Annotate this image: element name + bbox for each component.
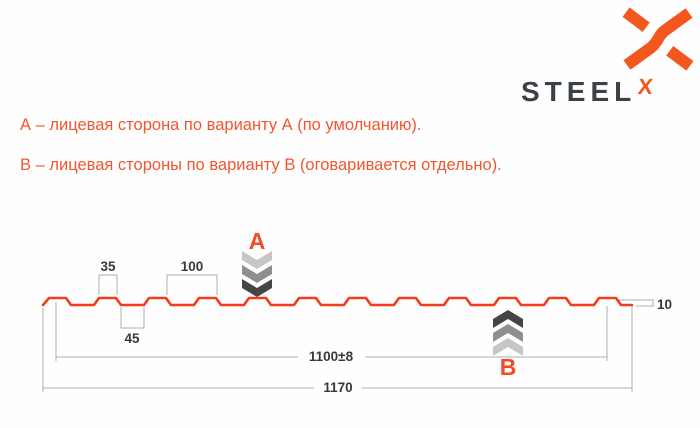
side-b-marker: B — [493, 310, 523, 380]
chevron-up-icon — [493, 310, 523, 328]
dim-working-width-label: 1100±8 — [309, 349, 354, 364]
dim-rib-pitch-label: 100 — [181, 259, 204, 274]
chevron-up-icon — [493, 338, 523, 356]
logo-wordmark: STEELX — [521, 74, 655, 108]
dim-crest-width: 35 — [98, 259, 118, 295]
logo-sup-x: X — [636, 74, 655, 99]
side-a-label: A — [249, 228, 266, 254]
dim-profile-height-label: 10 — [657, 297, 672, 312]
dim-overall-width-label: 1170 — [323, 380, 352, 395]
chevron-down-icon — [242, 265, 272, 283]
chevron-up-icon — [493, 324, 523, 342]
dim-crest-width-label: 35 — [100, 259, 116, 274]
dim-working-width: 1100±8 — [56, 349, 607, 364]
extension-lines — [42, 302, 633, 392]
dim-valley-width-label: 45 — [124, 331, 140, 346]
dim-valley-width: 45 — [120, 307, 145, 346]
note-variant-b: В – лицевая стороны по варианту В (огова… — [20, 156, 502, 174]
profile-line — [41, 296, 634, 307]
chevron-down-icon — [242, 251, 272, 269]
dim-profile-height: 10 — [617, 297, 672, 312]
dim-rib-pitch: 100 — [166, 259, 218, 295]
chevron-down-icon — [242, 279, 272, 297]
dim-overall-width: 1170 — [43, 380, 632, 395]
logo-brand-text: STEEL — [521, 76, 637, 107]
note-variant-a: А – лицевая сторона по варианту А (по ум… — [20, 116, 422, 134]
side-a-marker: A — [242, 228, 272, 297]
side-b-label: B — [500, 354, 517, 380]
steelx-x-mark-icon — [622, 7, 694, 71]
profile-diagram: 35 100 45 10 1100±8 1170 A — [41, 228, 672, 395]
